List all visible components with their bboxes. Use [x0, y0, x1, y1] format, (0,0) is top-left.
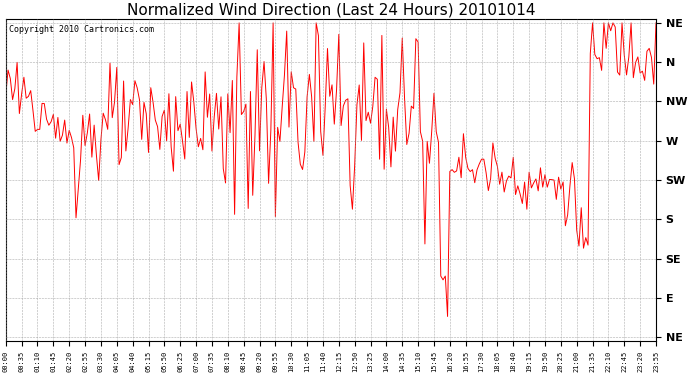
Text: Copyright 2010 Cartronics.com: Copyright 2010 Cartronics.com: [9, 26, 154, 34]
Title: Normalized Wind Direction (Last 24 Hours) 20101014: Normalized Wind Direction (Last 24 Hours…: [127, 3, 535, 18]
